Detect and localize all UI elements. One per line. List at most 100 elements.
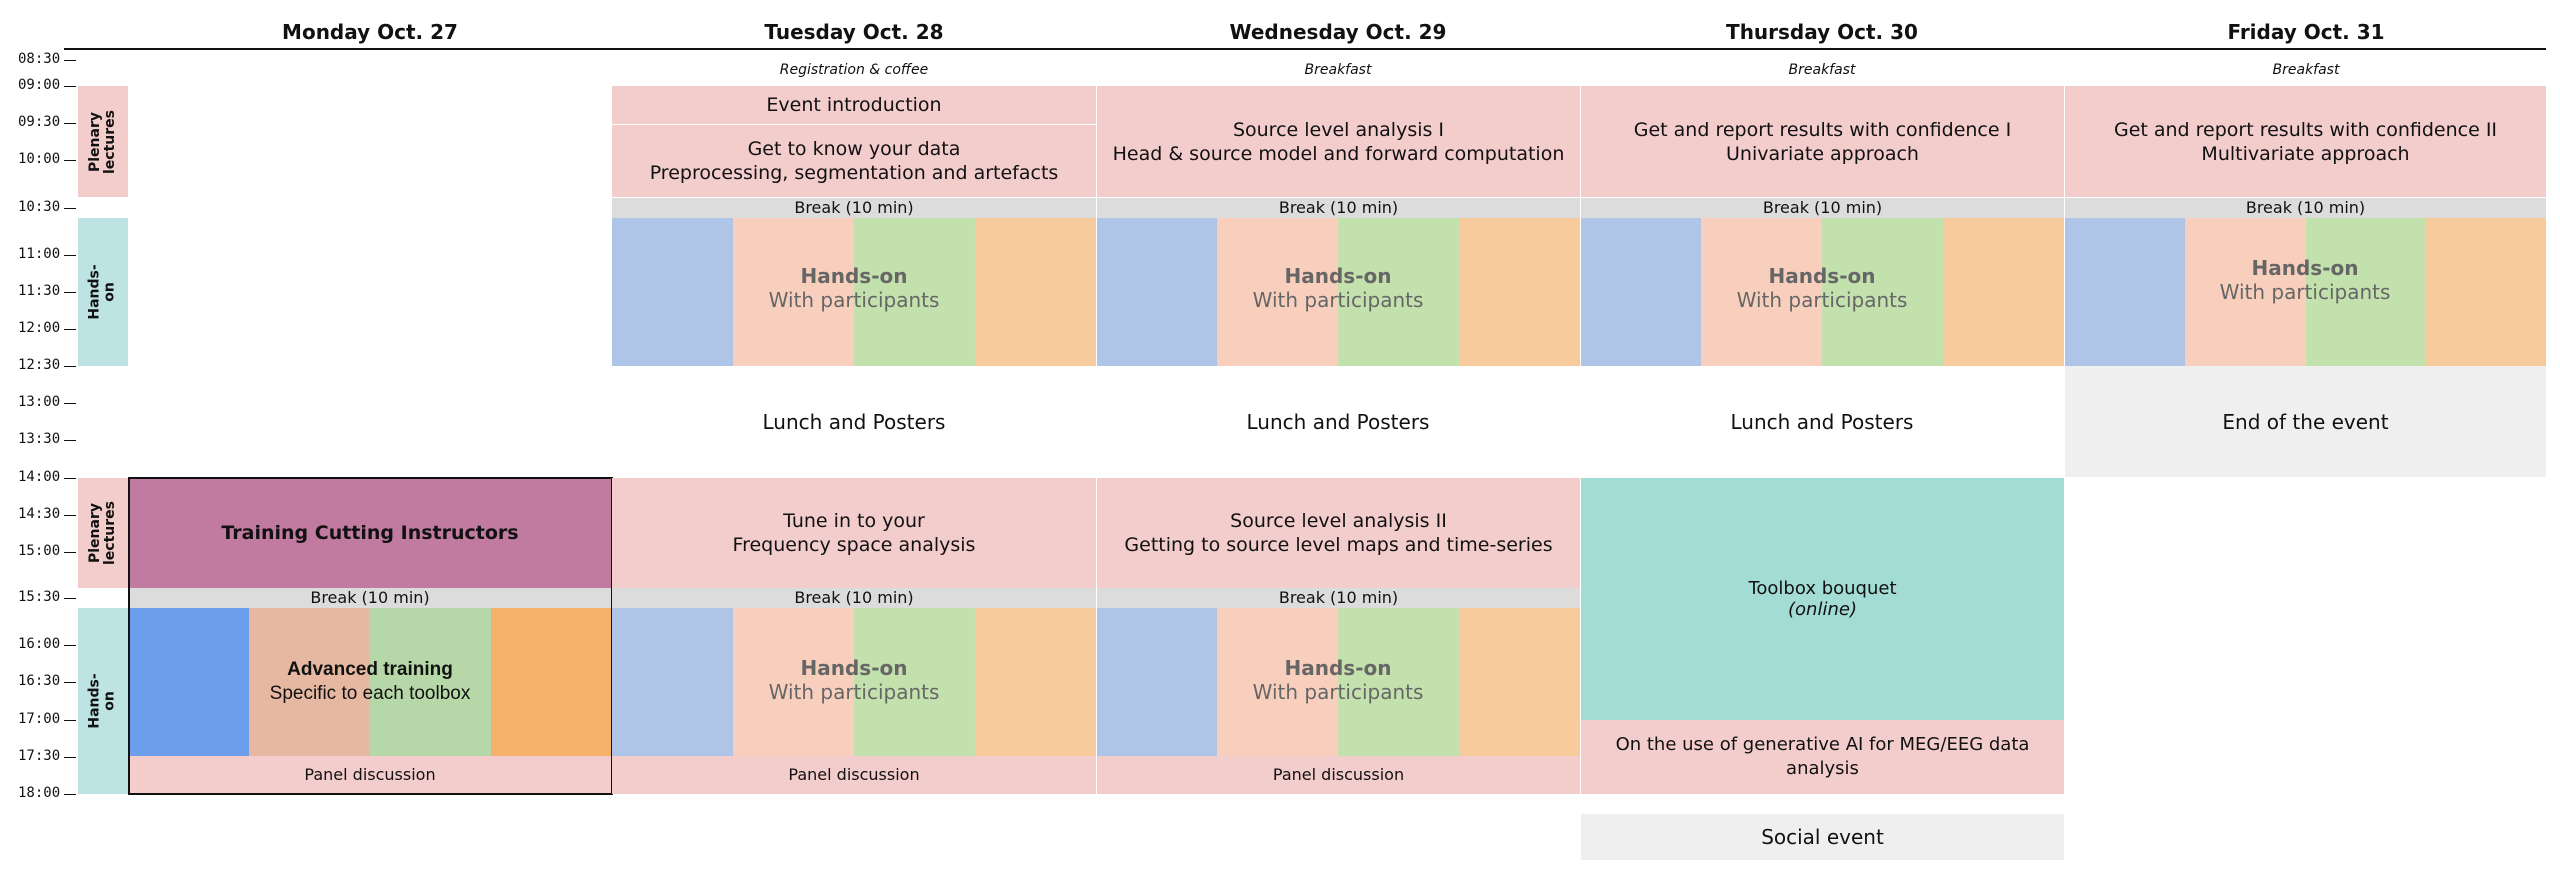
- monday-panel-label: Panel discussion: [304, 765, 436, 784]
- time-label: 11:00: [18, 246, 61, 262]
- time-label: 15:00: [18, 543, 61, 559]
- thursday-genai-label: On the use of generative AI for MEG/EEG …: [1615, 734, 2030, 779]
- time-label: 18:00: [18, 785, 61, 801]
- thursday-toolbox-title: Toolbox bouquet: [1748, 578, 1897, 599]
- time-tick: [64, 794, 76, 795]
- thursday-am-green: [1822, 218, 1943, 366]
- monday-handson-orange: [491, 608, 612, 756]
- time-label: 16:00: [18, 636, 61, 652]
- time-tick: [64, 682, 76, 683]
- time-tick: [64, 329, 76, 330]
- friday-end: End of the event: [2065, 366, 2546, 477]
- friday-am-green: [2306, 218, 2426, 366]
- side-plenary-afternoon-label: Plenary lectures: [87, 501, 119, 565]
- wednesday-break-pm-label: Break (10 min): [1278, 588, 1399, 607]
- wednesday-am-handson-title: Hands-on: [1284, 264, 1392, 288]
- wednesday-break-am-label: Break (10 min): [1278, 198, 1399, 217]
- tuesday-pm-green: [854, 608, 975, 756]
- side-handson-afternoon-label: Hands-on: [87, 673, 119, 729]
- day-header-friday: Friday Oct. 31: [2227, 20, 2385, 44]
- monday-training-block: Training Cutting Instructors: [128, 478, 612, 588]
- time-tick: [64, 255, 76, 256]
- thursday-am-orange: [1943, 218, 2064, 366]
- friday-am-handson: Hands-on With participants: [2064, 240, 2546, 320]
- time-tick: [64, 478, 76, 479]
- tuesday-break-pm-label: Break (10 min): [794, 588, 914, 607]
- time-tick: [64, 552, 76, 553]
- time-tick: [64, 366, 76, 367]
- friday-am-orange: [2426, 218, 2546, 366]
- tuesday-break-am-label: Break (10 min): [794, 198, 914, 217]
- friday-am-peach: [2185, 218, 2306, 366]
- time-label: 13:00: [18, 394, 61, 410]
- thursday-genai: On the use of generative AI for MEG/EEG …: [1581, 720, 2064, 794]
- time-tick: [64, 86, 76, 87]
- thursday-toolbox-sub: (online): [1788, 599, 1857, 620]
- time-label: 17:30: [18, 748, 61, 764]
- thursday-am-line2: Univariate approach: [1726, 142, 1919, 165]
- time-label: 16:30: [18, 673, 61, 689]
- wednesday-pm-line1: Source level analysis II: [1230, 510, 1447, 532]
- wednesday-pm-blue: [1097, 608, 1217, 756]
- monday-advanced-title: Advanced training: [287, 659, 453, 680]
- friday-break-am-label: Break (10 min): [2245, 198, 2366, 217]
- wednesday-am-line1: Source level analysis I: [1232, 118, 1445, 141]
- time-label: 14:30: [18, 506, 61, 522]
- monday-advanced-sub: Specific to each toolbox: [269, 683, 471, 704]
- day-header-thursday: Thursday Oct. 30: [1726, 20, 1918, 44]
- time-label: 08:30: [18, 51, 61, 67]
- tuesday-intro-label: Event introduction: [766, 94, 942, 116]
- thursday-lunch: Lunch and Posters: [1580, 366, 2064, 478]
- friday-am-lecture: Get and report results with confidence I…: [2065, 86, 2546, 197]
- thursday-am-lecture: Get and report results with confidence I…: [1581, 86, 2064, 197]
- wednesday-panel: Panel discussion: [1097, 756, 1580, 794]
- tuesday-break-am: Break (10 min): [612, 198, 1096, 218]
- friday-am-line1: Get and report results with confidence I…: [2113, 118, 2498, 141]
- tuesday-am-peach: [733, 218, 854, 366]
- time-tick: [64, 403, 76, 404]
- time-label: 10:00: [18, 151, 61, 167]
- day-header-monday: Monday Oct. 27: [282, 20, 458, 44]
- tuesday-am-blue: [612, 218, 733, 366]
- tuesday-data-lecture: Get to know your data Preprocessing, seg…: [612, 125, 1096, 197]
- tuesday-pm-blue: [612, 608, 733, 756]
- side-plenary-afternoon: Plenary lectures: [78, 478, 128, 588]
- time-tick: [64, 720, 76, 721]
- friday-end-label: End of the event: [2222, 409, 2389, 434]
- tuesday-registration: Registration & coffee: [612, 56, 1096, 84]
- time-label: 10:30: [18, 199, 61, 215]
- tuesday-am-green: [854, 218, 975, 366]
- time-label: 17:00: [18, 711, 61, 727]
- wednesday-pm-green: [1338, 608, 1459, 756]
- time-tick: [64, 515, 76, 516]
- tuesday-registration-label: Registration & coffee: [779, 62, 929, 78]
- wednesday-am-orange: [1459, 218, 1580, 366]
- tuesday-break-pm: Break (10 min): [612, 588, 1096, 608]
- wednesday-pm-handson-title: Hands-on: [1284, 656, 1392, 680]
- tuesday-pm-handson: Hands-on With participants: [612, 640, 1096, 720]
- time-tick: [64, 757, 76, 758]
- time-tick: [64, 60, 76, 61]
- wednesday-break-am: Break (10 min): [1097, 198, 1580, 218]
- day-header-tuesday: Tuesday Oct. 28: [764, 20, 944, 44]
- side-plenary-morning-label: Plenary lectures: [87, 109, 119, 174]
- time-tick: [64, 160, 76, 161]
- wednesday-breakfast-label: Breakfast: [1304, 62, 1372, 78]
- wednesday-am-peach: [1217, 218, 1338, 366]
- tuesday-am-handson-sub: With participants: [768, 288, 940, 312]
- friday-break-am: Break (10 min): [2065, 198, 2546, 218]
- tuesday-lunch-label: Lunch and Posters: [762, 410, 946, 434]
- monday-advanced-label: Advanced training Specific to each toolb…: [128, 608, 612, 756]
- monday-outline: [128, 477, 613, 795]
- side-handson-morning-label: Hands-on: [87, 264, 119, 320]
- tuesday-pm-lecture: Tune in to your Frequency space analysis: [612, 478, 1096, 588]
- tuesday-panel-label: Panel discussion: [788, 765, 920, 784]
- time-label: 09:30: [18, 114, 61, 130]
- monday-training-title: Training Cutting Instructors: [221, 522, 519, 544]
- tuesday-pm-orange: [975, 608, 1096, 756]
- wednesday-lunch-label: Lunch and Posters: [1246, 410, 1430, 434]
- tuesday-pm-peach: [733, 608, 854, 756]
- time-label: 11:30: [18, 283, 61, 299]
- thursday-break-am: Break (10 min): [1581, 198, 2064, 218]
- thursday-break-am-label: Break (10 min): [1762, 198, 1883, 217]
